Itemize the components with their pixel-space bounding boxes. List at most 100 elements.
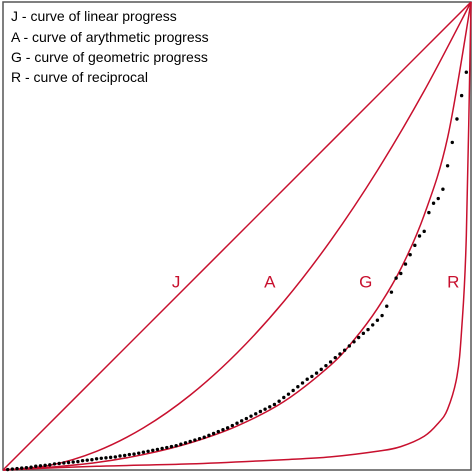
data-point — [108, 455, 113, 460]
data-point — [366, 327, 370, 332]
data-point — [221, 428, 225, 432]
data-point — [268, 405, 272, 409]
data-point — [183, 441, 188, 445]
data-point — [141, 450, 146, 454]
data-point — [459, 93, 464, 98]
data-point — [137, 451, 141, 455]
data-point — [422, 229, 426, 234]
data-point — [155, 447, 160, 452]
legend-entry-g: G - curve of geometric progress — [11, 49, 208, 65]
data-point — [328, 360, 333, 364]
data-point — [464, 70, 469, 74]
data-point — [380, 313, 384, 318]
data-point — [48, 463, 52, 467]
data-point — [441, 187, 445, 191]
data-point — [272, 402, 277, 407]
data-point — [305, 377, 309, 381]
data-point — [151, 448, 155, 453]
data-point — [174, 443, 178, 448]
data-point — [90, 458, 94, 462]
data-point — [160, 446, 164, 451]
legend: J - curve of linear progress A - curve o… — [11, 8, 209, 85]
legend-entry-j: J - curve of linear progress — [11, 8, 177, 24]
data-point — [361, 331, 366, 336]
data-point — [436, 196, 440, 201]
data-point — [62, 461, 66, 465]
data-point — [57, 461, 61, 466]
data-point — [417, 234, 422, 238]
data-point — [333, 355, 337, 360]
data-point — [450, 140, 454, 145]
data-point — [216, 429, 220, 434]
legend-entry-r: R - curve of reciprocal — [11, 69, 148, 85]
data-point — [127, 452, 132, 457]
data-point — [254, 412, 258, 416]
data-point — [34, 464, 38, 468]
data-point — [179, 442, 183, 446]
data-point — [104, 456, 108, 460]
data-point — [342, 348, 347, 352]
data-point — [413, 243, 417, 248]
data-point — [277, 399, 281, 403]
data-point — [10, 467, 15, 471]
data-point — [15, 466, 19, 471]
curve-label-r: R — [447, 272, 459, 291]
data-point — [211, 431, 216, 436]
data-point — [20, 466, 24, 470]
data-point — [76, 459, 80, 464]
data-point — [113, 455, 118, 459]
data-point — [202, 435, 206, 439]
data-point — [291, 388, 295, 393]
data-point — [169, 444, 174, 449]
data-point — [52, 462, 57, 466]
data-point — [43, 463, 47, 468]
data-point — [356, 335, 361, 340]
data-point — [286, 392, 291, 396]
data-point — [85, 458, 89, 462]
curve-label-g: G — [359, 272, 372, 291]
data-point — [403, 262, 408, 266]
data-point — [188, 439, 192, 444]
data-point — [249, 414, 253, 418]
data-point — [394, 276, 398, 280]
data-point — [371, 323, 375, 327]
data-point — [300, 381, 305, 385]
data-point — [230, 423, 235, 428]
data-point — [193, 438, 197, 442]
data-point — [66, 460, 71, 465]
data-point — [408, 253, 412, 257]
data-point — [29, 465, 33, 469]
data-point — [225, 426, 230, 430]
data-point — [375, 318, 380, 322]
data-point — [94, 457, 99, 461]
data-point — [122, 453, 127, 458]
data-point — [99, 456, 103, 460]
data-point — [146, 449, 150, 453]
data-point — [352, 340, 356, 344]
data-point — [197, 436, 202, 441]
data-point — [71, 460, 75, 464]
curve-label-j: J — [172, 272, 181, 291]
data-point — [319, 367, 323, 372]
data-point — [347, 344, 352, 348]
data-point — [431, 201, 436, 205]
data-point — [296, 385, 300, 389]
data-point — [263, 407, 267, 411]
data-point — [310, 374, 314, 379]
data-point — [118, 454, 122, 458]
data-point — [239, 419, 244, 423]
data-point — [165, 445, 169, 450]
data-point — [385, 304, 389, 308]
legend-entry-a: A - curve of arythmetic progress — [11, 29, 209, 45]
data-point — [38, 464, 43, 468]
data-point — [445, 164, 450, 168]
data-point — [207, 433, 211, 438]
data-point — [244, 416, 249, 421]
data-point — [389, 290, 394, 294]
data-point — [5, 467, 10, 472]
